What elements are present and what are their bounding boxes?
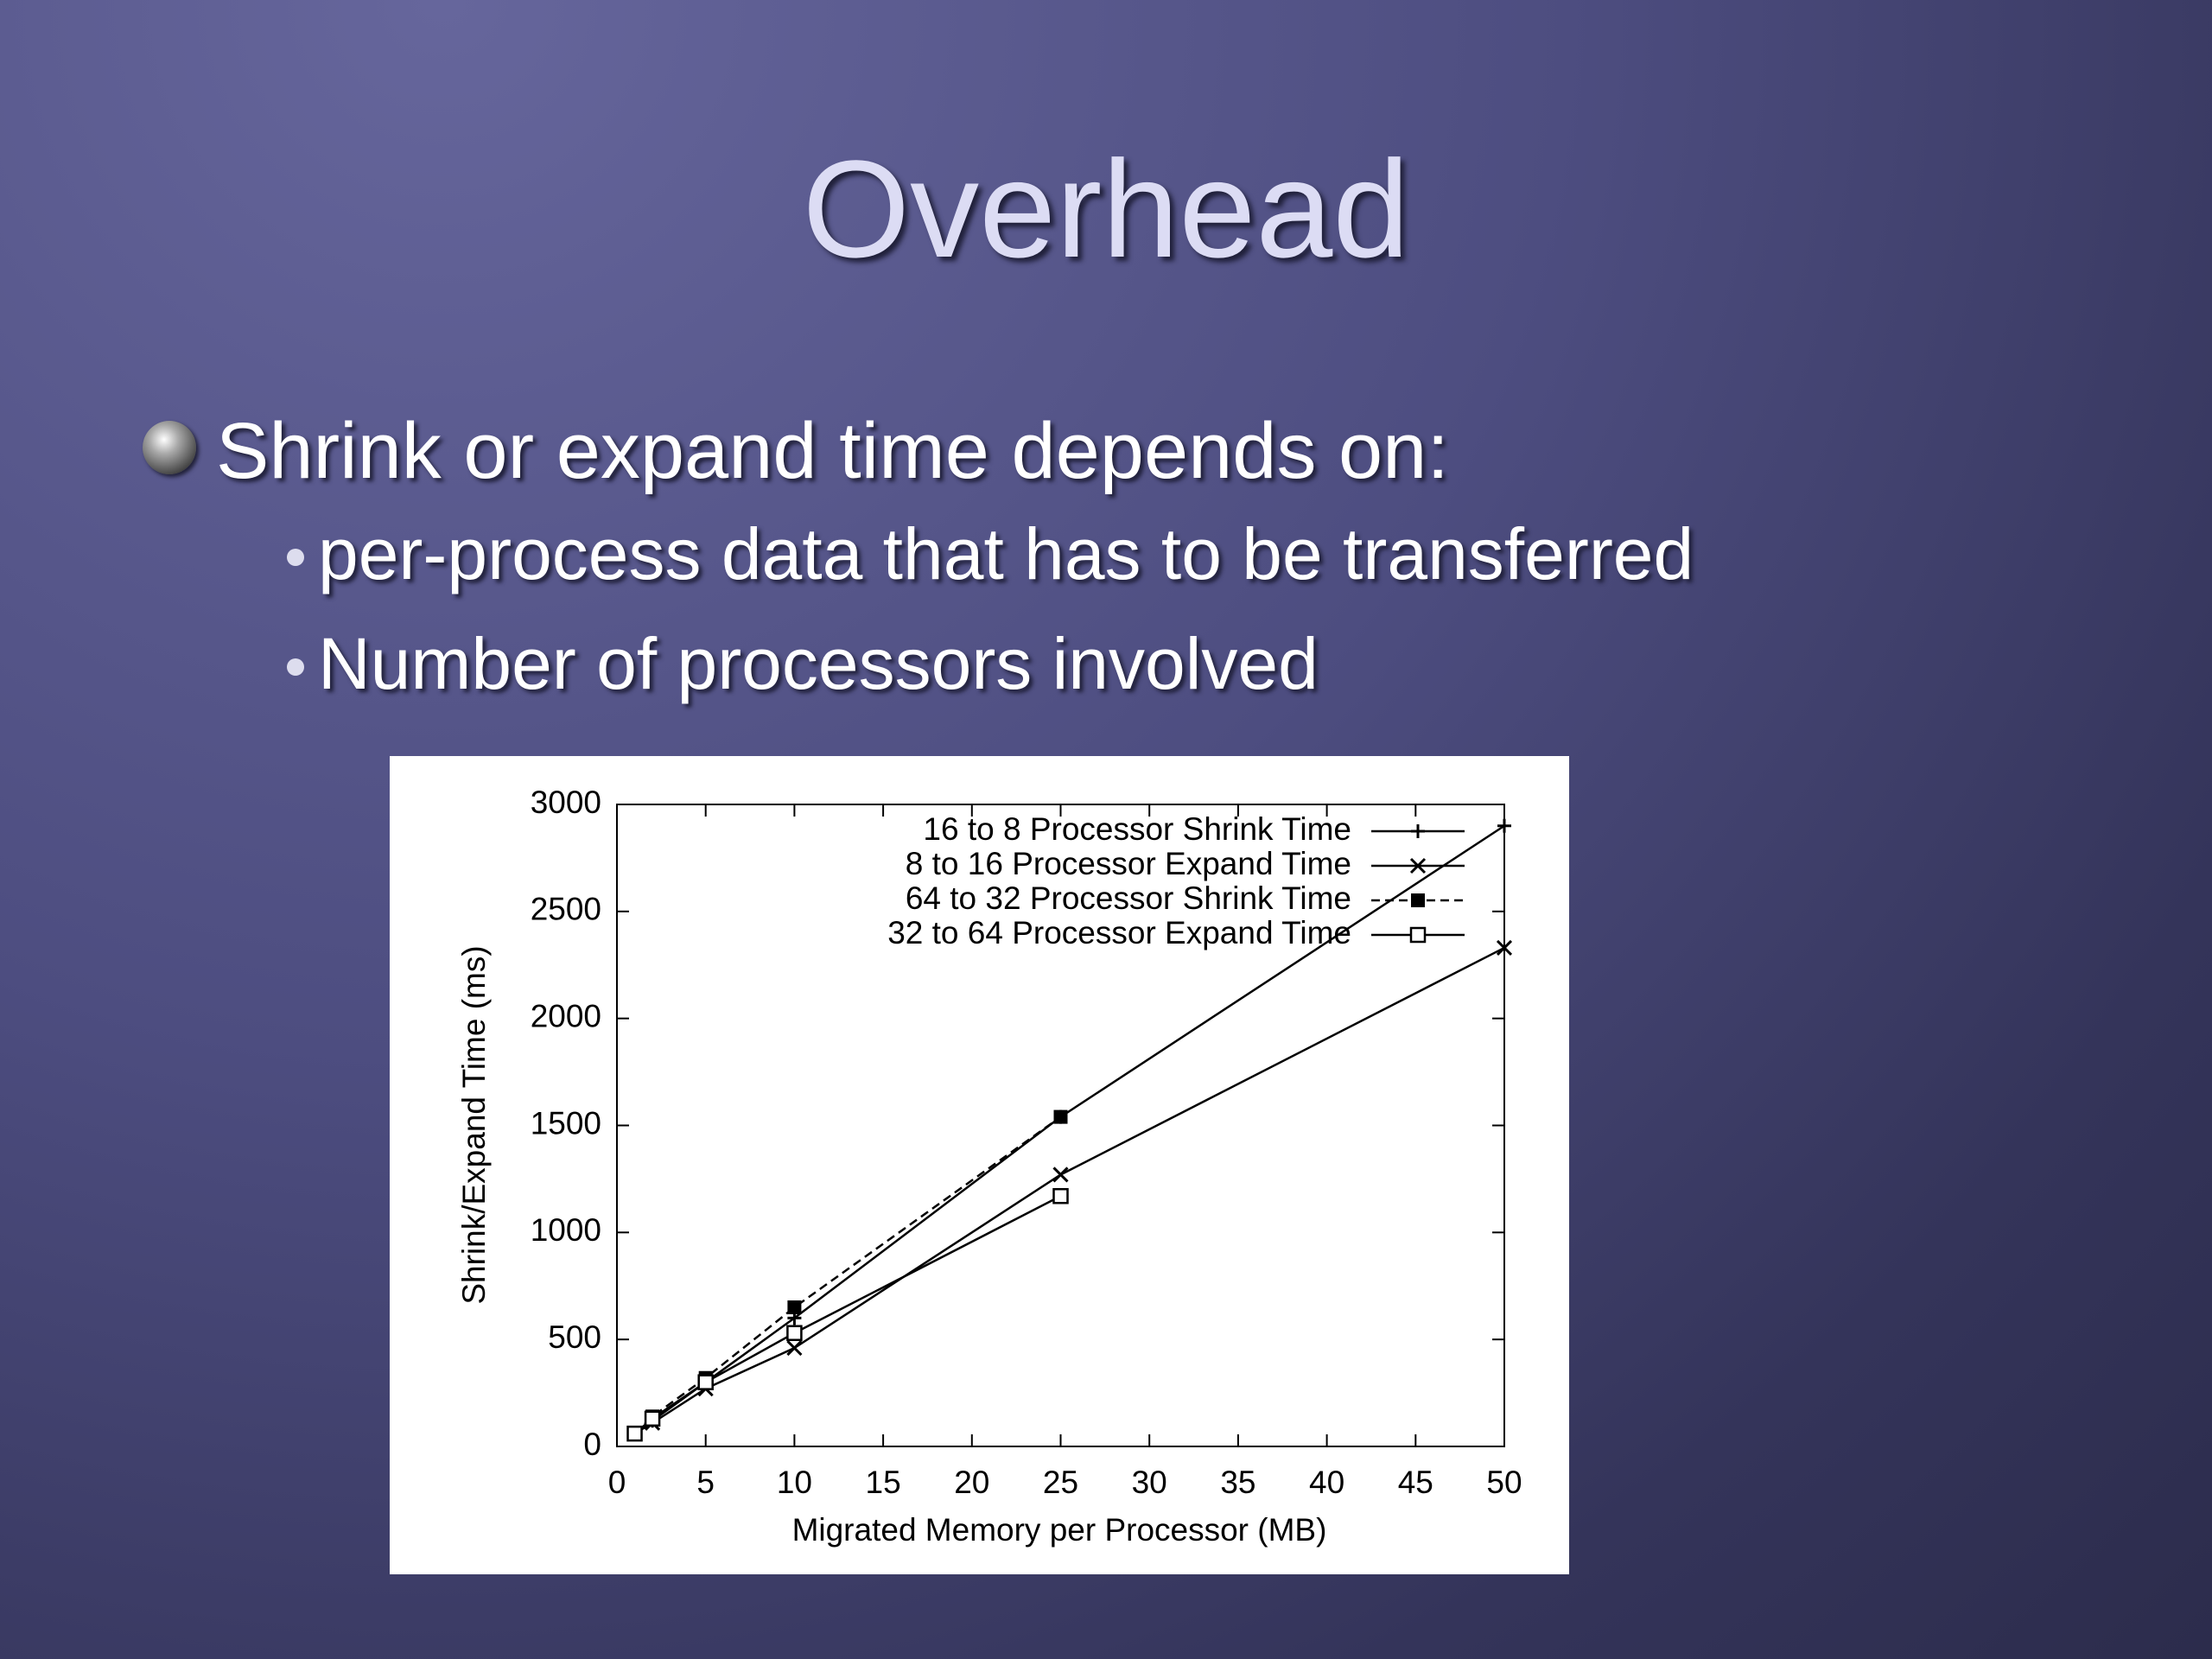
bullet-icon [143,421,196,474]
y-tick-label: 3000 [531,785,601,820]
chart: Migrated Memory per Processor (MB) Shrin… [390,756,1569,1574]
x-tick-label: 40 [1309,1465,1344,1500]
legend-label: 32 to 64 Processor Expand Time [887,915,1351,950]
y-tick-label: 2500 [531,892,601,927]
legend-marker [1411,824,1425,838]
x-tick-label: 5 [696,1465,715,1500]
slide-title: Overhead [802,131,1410,286]
marker [786,1325,803,1341]
y-tick-label: 1000 [531,1212,601,1248]
x-tick-label: 10 [777,1465,812,1500]
marker [1497,818,1511,833]
legend-label: 16 to 8 Processor Shrink Time [923,811,1351,847]
chart-background [390,756,1569,1574]
y-tick-label: 0 [583,1427,601,1462]
x-tick-label: 0 [608,1465,626,1500]
y-tick-label: 2000 [531,998,601,1033]
marker [1052,1166,1069,1183]
marker [626,1425,643,1442]
y-tick-label: 500 [548,1319,601,1355]
sub-bullet: Number of processors involved [318,623,1319,704]
sub-bullet-dot [287,549,304,566]
legend-label: 8 to 16 Processor Expand Time [906,846,1351,881]
x-tick-label: 15 [866,1465,901,1500]
marker [644,1410,661,1427]
marker [1052,1187,1069,1205]
x-tick-label: 25 [1043,1465,1078,1500]
x-tick-label: 20 [954,1465,989,1500]
y-tick-label: 1500 [531,1105,601,1141]
y-axis-label: Shrink/Expand Time (ms) [456,945,492,1304]
legend-marker [1411,893,1425,907]
legend-marker [1409,926,1427,944]
marker [786,1340,803,1357]
x-tick-label: 35 [1220,1465,1255,1500]
marker [697,1374,714,1390]
sub-bullet-dot [287,658,304,676]
x-tick-label: 30 [1132,1465,1167,1500]
marker [787,1300,802,1315]
x-tick-label: 50 [1486,1465,1522,1500]
legend-label: 64 to 32 Processor Shrink Time [906,880,1351,916]
marker [1496,939,1513,956]
bullet: Shrink or expand time depends on: [216,407,1449,495]
x-tick-label: 45 [1398,1465,1433,1500]
legend-marker [1409,857,1427,874]
x-axis-label: Migrated Memory per Processor (MB) [792,1512,1327,1548]
marker [1053,1109,1068,1124]
sub-bullet: per-process data that has to be transfer… [318,513,1694,594]
